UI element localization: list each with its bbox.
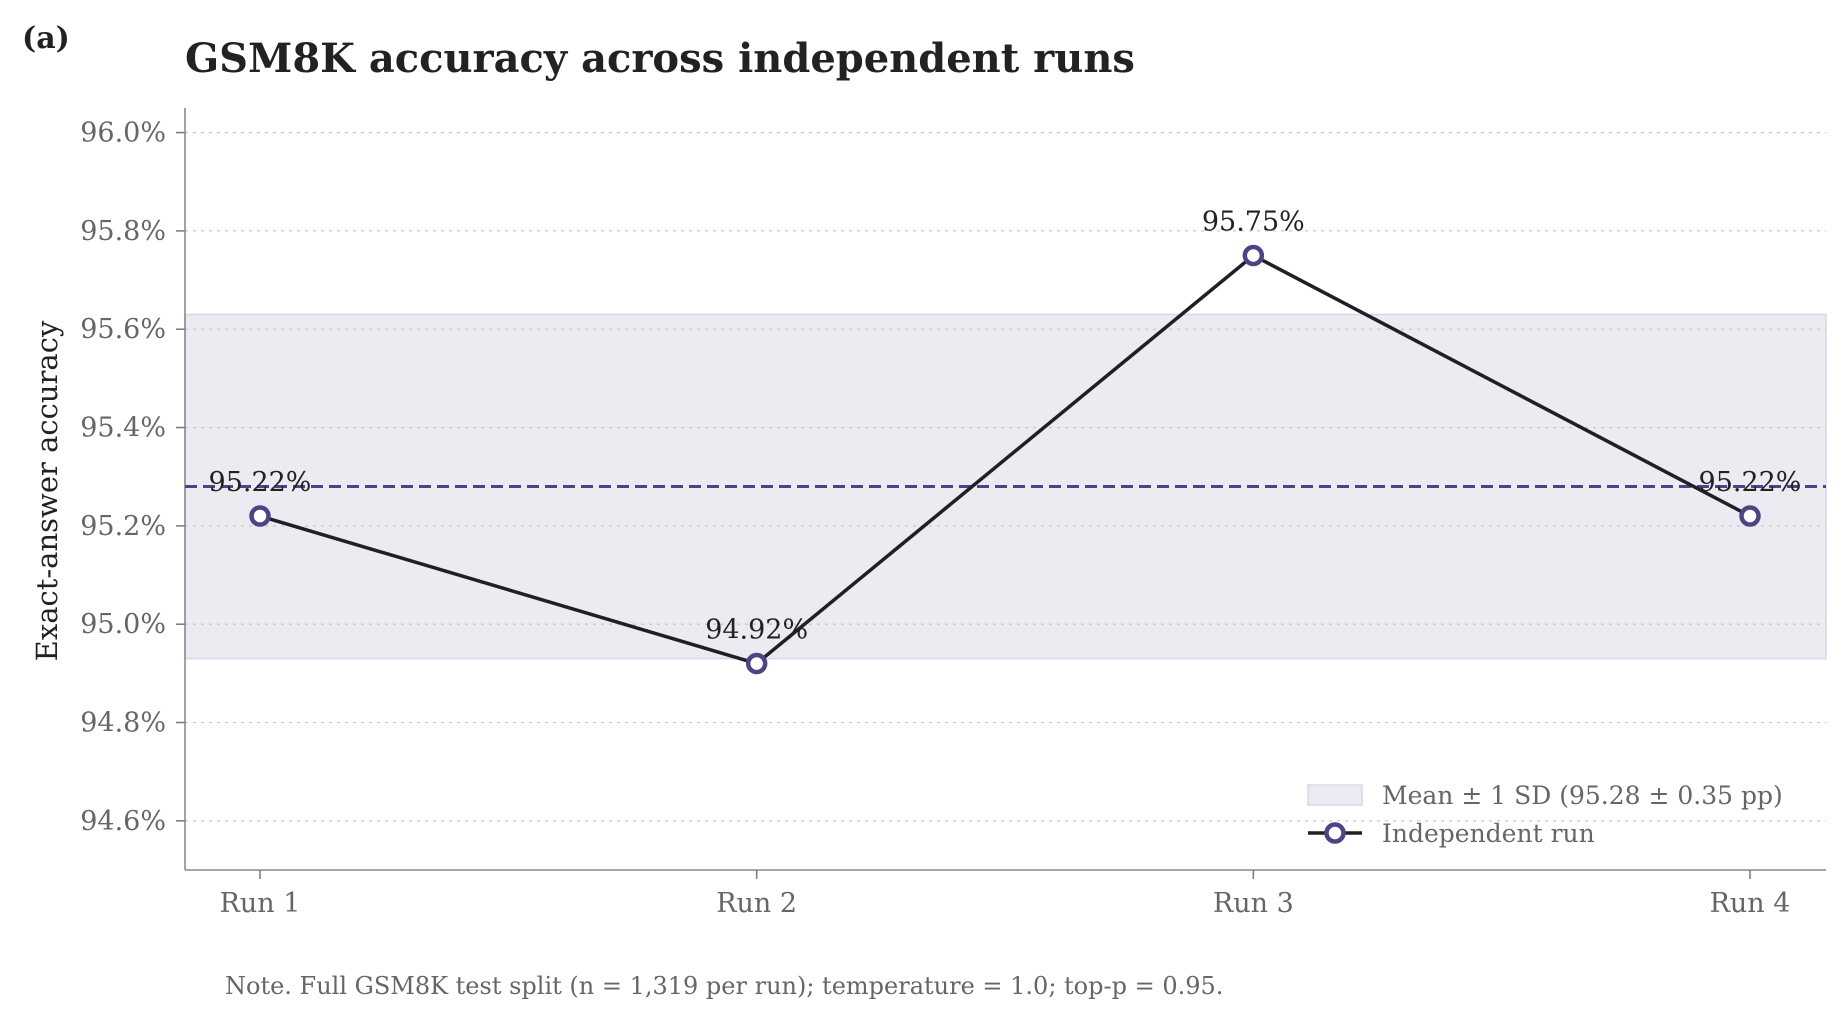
x-tick-label: Run 3 [1213,888,1294,919]
x-tick-label: Run 2 [716,888,797,919]
footnote: Note. Full GSM8K test split (n = 1,319 p… [225,972,1223,1000]
plot-area: 94.6% 94.8% 95.0% 95.2% 95.4% 95.6% 95.8% 96.0%… [80,108,1827,919]
legend-label-series: Independent run [1382,819,1595,848]
data-point [1242,244,1265,267]
data-point [745,652,768,675]
x-tick-label: Run 4 [1710,888,1791,919]
data-point [249,505,271,527]
y-axis-label: Exact-answer accuracy [30,320,64,661]
panel-label: (a) [22,21,70,56]
data-point [1739,505,1761,527]
series-line [259,253,1751,666]
y-tick-label: 95.8% [80,216,166,247]
legend-band-swatch [1307,784,1363,806]
chart-title: GSM8K accuracy across independent runs [185,35,1135,82]
y-tick-label: 95.4% [80,413,166,444]
data-label: 95.22% [209,467,312,498]
y-tick-label: 94.6% [80,806,166,837]
y-tick-label: 95.6% [80,314,166,345]
y-tick-label: 95.0% [80,609,166,640]
data-label: 94.92% [705,615,808,646]
y-tick-label: 94.8% [80,708,166,739]
data-label: 95.75% [1202,206,1305,237]
legend-marker-swatch [1324,822,1346,844]
x-tick-label: Run 1 [220,888,301,919]
legend-label-band: Mean ± 1 SD (95.28 ± 0.35 pp) [1382,781,1783,810]
data-label: 95.22% [1699,467,1802,498]
y-tick-label: 96.0% [80,118,166,149]
y-tick-label: 95.2% [80,511,166,542]
